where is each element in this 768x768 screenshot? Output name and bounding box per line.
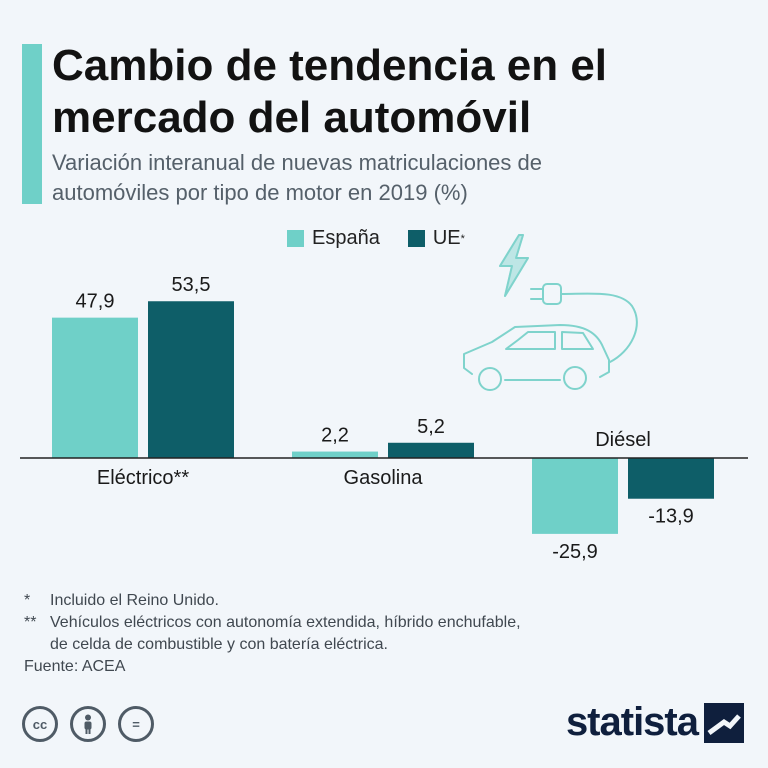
electric-car-charging-icon — [463, 234, 638, 391]
chart-subtitle: Variación interanual de nuevas matricula… — [52, 150, 542, 205]
bar-ue-diesel — [628, 458, 714, 499]
legend-item-ue: UE * — [407, 227, 465, 250]
legend-mark-ue: * — [460, 232, 465, 245]
data-label-espana-electrico: 47,9 — [76, 291, 115, 313]
by-person-icon[interactable] — [70, 706, 106, 742]
footnotes: * Incluido el Reino Unido. ** Vehículos … — [24, 590, 521, 678]
footnote-2: ** Vehículos eléctricos con autonomía ex… — [24, 612, 521, 634]
category-label-diesel: Diésel — [595, 429, 651, 451]
footnote-2-mark: ** — [24, 614, 37, 631]
statista-logo-icon — [704, 702, 744, 743]
source-text: Fuente: ACEA — [24, 658, 126, 675]
footnote-1-text: Incluido el Reino Unido. — [50, 592, 219, 609]
legend-label-espana: España — [312, 227, 380, 249]
bar-espana-diesel — [532, 458, 618, 534]
license-icons: cc = — [22, 706, 166, 742]
no-derivatives-icon[interactable]: = — [118, 706, 154, 742]
bar-ue-gasolina — [388, 442, 474, 458]
data-label-ue-diesel: -13,9 — [648, 506, 694, 528]
bar-espana-gasolina — [292, 451, 378, 458]
legend-item-espana: España — [287, 227, 380, 250]
brand[interactable]: statista — [566, 700, 744, 745]
data-label-espana-gasolina: 2,2 — [321, 425, 349, 447]
bar-espana-electrico — [52, 317, 138, 458]
data-label-ue-electrico: 53,5 — [172, 274, 211, 296]
bar-ue-electrico — [148, 301, 234, 458]
legend: España UE * — [287, 227, 493, 250]
brand-name: statista — [565, 700, 699, 744]
cc-icon[interactable]: cc — [22, 706, 58, 742]
data-label-espana-diesel: -25,9 — [552, 541, 598, 563]
footnote-1-mark: * — [24, 592, 31, 609]
legend-label-ue: UE — [432, 227, 461, 249]
footnote-1: * Incluido el Reino Unido. — [24, 590, 521, 612]
bar-chart: 47,9 53,5 Eléctrico** 2,2 5,2 Gasolina -25,9 -1… — [20, 234, 748, 563]
footnote-2-line-2: de celda de combustible y con batería el… — [50, 636, 388, 653]
legend-swatch-espana — [287, 230, 304, 247]
data-label-ue-gasolina: 5,2 — [417, 416, 445, 438]
title-accent-bar — [22, 44, 42, 204]
category-label-electrico: Eléctrico** — [97, 467, 189, 489]
legend-swatch-ue — [407, 230, 425, 247]
page-title: Cambio de tendencia en el mercado del au… — [52, 41, 608, 142]
category-label-gasolina: Gasolina — [344, 467, 424, 489]
footnote-2-line-1: Vehículos eléctricos con autonomía exten… — [50, 614, 521, 631]
